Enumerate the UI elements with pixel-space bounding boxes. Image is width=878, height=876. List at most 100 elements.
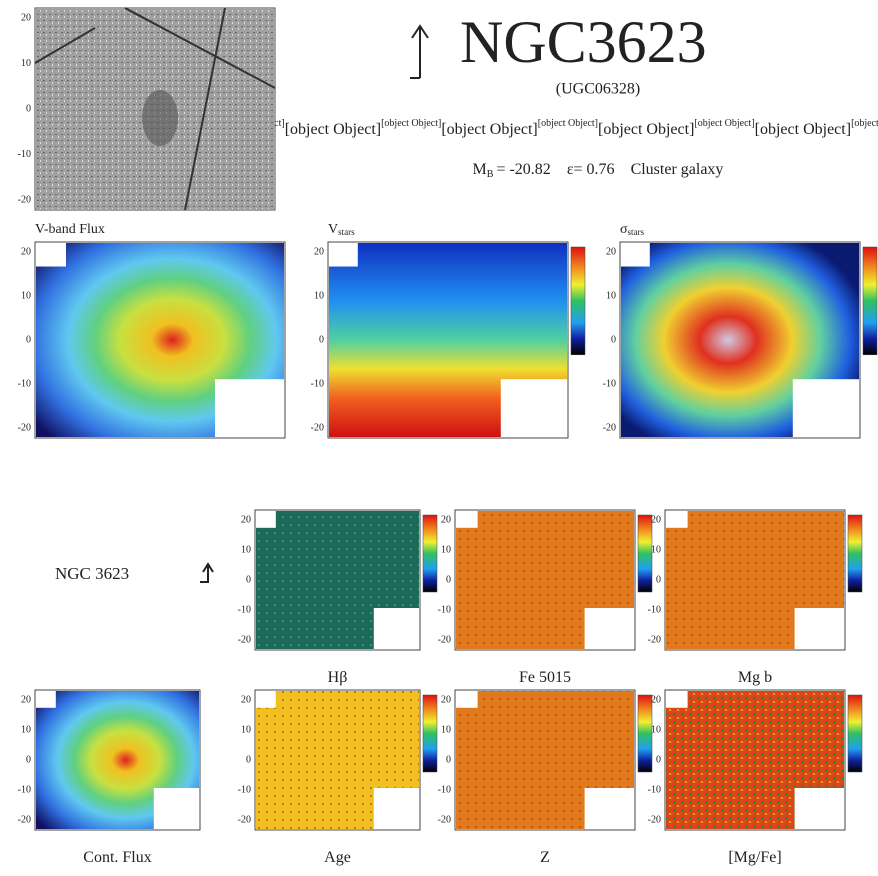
y-tick-label: 20 xyxy=(651,694,661,705)
ellipticity: ε= 0.76 xyxy=(567,161,615,178)
title-main: Fe 5015 xyxy=(519,669,571,686)
y-tick-label: 0 xyxy=(246,574,251,585)
title-main: V-band Flux xyxy=(35,222,105,237)
y-tick-label: -20 xyxy=(648,634,661,645)
colorbar xyxy=(571,247,585,355)
y-tick-label: 0 xyxy=(656,574,661,585)
y-tick-label: -10 xyxy=(18,784,31,795)
environment: Cluster galaxy xyxy=(631,161,724,178)
map-mask xyxy=(793,379,859,437)
y-tick-label: -10 xyxy=(311,378,324,389)
y-tick-label: -10 xyxy=(438,604,451,615)
galaxy-label: NGC 3623 xyxy=(55,564,129,583)
colorbar xyxy=(863,247,877,355)
panel-title: Fe 5015 xyxy=(519,669,571,686)
title-sub: stars xyxy=(628,227,645,237)
mag-band: B xyxy=(487,169,494,180)
y-tick-label: 0 xyxy=(26,754,31,765)
map-mask xyxy=(621,243,650,267)
y-tick-label: -10 xyxy=(238,784,251,795)
y-tick-label: 0 xyxy=(446,754,451,765)
map-mask xyxy=(256,691,276,708)
y-tick-label: -10 xyxy=(648,604,661,615)
panel-title: Cont. Flux xyxy=(83,849,151,866)
title-main: Cont. Flux xyxy=(83,849,151,866)
y-tick-label: -20 xyxy=(238,814,251,825)
colorbar xyxy=(423,695,437,772)
y-tick-label: 10 xyxy=(651,724,661,735)
title-main: Hβ xyxy=(328,669,348,686)
y-tick-label: 20 xyxy=(21,694,31,705)
coord-sup: [object Object] xyxy=(851,118,878,129)
title-sub: stars xyxy=(338,227,355,237)
y-tick-label: 10 xyxy=(21,58,31,69)
y-tick-label: 10 xyxy=(606,290,616,301)
y-tick-label: -10 xyxy=(648,784,661,795)
map-mask xyxy=(374,788,419,829)
alt-name: (UGC06328) xyxy=(556,81,640,98)
y-tick-label: 10 xyxy=(241,544,251,555)
title-main: [Mg/Fe] xyxy=(728,849,781,866)
map-mask xyxy=(215,379,284,437)
y-tick-label: 0 xyxy=(26,103,31,114)
coord-part: [object Object] xyxy=(441,121,537,138)
y-tick-label: 20 xyxy=(441,694,451,705)
y-tick-label: 0 xyxy=(246,754,251,765)
y-tick-label: -20 xyxy=(648,814,661,825)
y-tick-label: 20 xyxy=(21,246,31,257)
title-main: Z xyxy=(540,849,550,866)
y-tick-label: 10 xyxy=(21,290,31,301)
y-tick-label: -20 xyxy=(18,814,31,825)
y-tick-label: -20 xyxy=(603,422,616,433)
y-tick-label: -10 xyxy=(603,378,616,389)
panel-title: Z xyxy=(540,849,550,866)
y-tick-label: 10 xyxy=(314,290,324,301)
y-tick-label: 10 xyxy=(21,724,31,735)
map-mask xyxy=(795,788,844,829)
map-mask xyxy=(795,608,844,649)
map-mask xyxy=(329,243,358,267)
map-mask xyxy=(501,379,567,437)
y-tick-label: 10 xyxy=(651,544,661,555)
map-mask xyxy=(666,691,688,708)
y-tick-label: 10 xyxy=(241,724,251,735)
panel-title: [Mg/Fe] xyxy=(728,849,781,866)
y-tick-label: 0 xyxy=(446,574,451,585)
coord-sup: [object Object] xyxy=(381,118,441,129)
panel-title: Mg b xyxy=(738,669,772,686)
y-tick-label: -10 xyxy=(438,784,451,795)
y-tick-label: -20 xyxy=(18,194,31,205)
panel-title: Hβ xyxy=(328,669,348,686)
coord-sup: [object Object] xyxy=(694,118,754,129)
coord-sup: [object Object] xyxy=(538,118,598,129)
map-mask xyxy=(374,608,419,649)
colorbar xyxy=(638,695,652,772)
coord-part: [object Object] xyxy=(598,121,694,138)
y-tick-label: -10 xyxy=(18,378,31,389)
y-tick-label: 0 xyxy=(26,334,31,345)
y-tick-label: 20 xyxy=(241,694,251,705)
colorbar xyxy=(848,515,862,592)
orientation-arrow xyxy=(410,26,428,78)
map-mask xyxy=(154,788,199,829)
title-main: Age xyxy=(324,849,351,866)
map-mask xyxy=(36,691,56,708)
galaxy-title: NGC3623 xyxy=(460,9,707,75)
y-tick-label: 20 xyxy=(21,12,31,23)
y-tick-label: 0 xyxy=(319,334,324,345)
galaxy-core xyxy=(142,90,178,146)
map-mask xyxy=(666,511,688,528)
y-tick-label: -20 xyxy=(238,634,251,645)
y-tick-label: -20 xyxy=(438,634,451,645)
map-mask xyxy=(585,608,634,649)
y-tick-label: 10 xyxy=(441,544,451,555)
y-tick-label: -20 xyxy=(438,814,451,825)
coord-part: [object Object] xyxy=(285,121,381,138)
y-tick-label: 20 xyxy=(651,514,661,525)
y-tick-label: 10 xyxy=(441,724,451,735)
colorbar xyxy=(848,695,862,772)
map-mask xyxy=(456,511,478,528)
y-tick-label: -20 xyxy=(311,422,324,433)
y-tick-label: -10 xyxy=(18,149,31,160)
